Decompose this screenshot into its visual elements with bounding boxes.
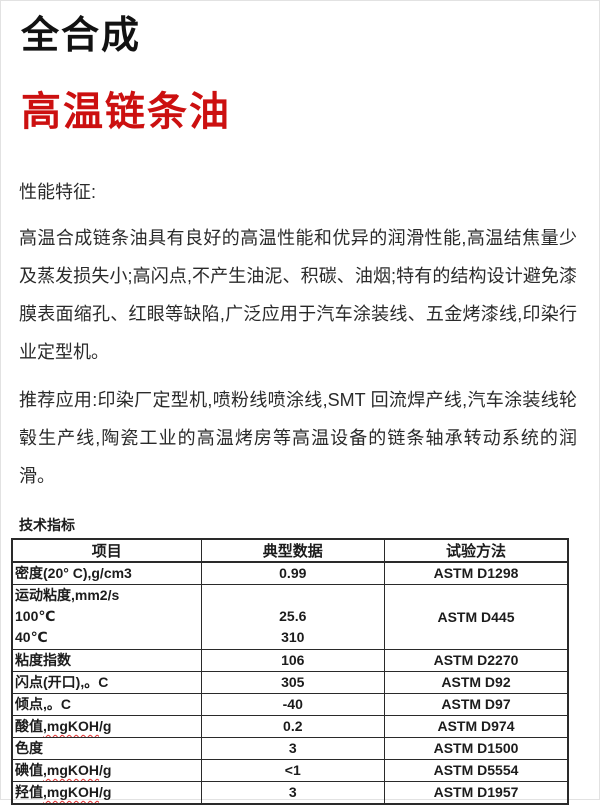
spec-method-cell: ASTM D92 <box>384 670 569 694</box>
spec-table-row: 运动粘度,mm2/s 100℃ 40℃ 25.6 310 ASTM D445 <box>11 583 569 650</box>
spec-value-cell: 0.99 <box>200 561 386 585</box>
spec-value-cell: -40 <box>200 692 386 716</box>
spec-table-row: 密度(20° C),g/cm3 0.99 ASTM D1298 <box>11 561 569 585</box>
spec-value-cell: <1 <box>200 758 386 782</box>
spec-table-row: 色度 3 ASTM D1500 <box>11 736 569 760</box>
spec-value-cell: 305 <box>200 670 386 694</box>
spec-item-cell: 羟值,mgKOH/g <box>11 780 202 804</box>
spec-table-row: 羟值,mgKOH/g 3 ASTM D1957 <box>11 780 569 804</box>
product-title-line1: 全合成 <box>21 15 142 57</box>
spec-item-cell: 粘度指数 <box>11 648 202 672</box>
spec-method-cell: ASTM D974 <box>384 714 569 738</box>
spec-table-body: 密度(20° C),g/cm3 0.99 ASTM D1298 运动粘度,mm2/s 1… <box>11 561 569 804</box>
spec-item-cell: 碘值,mgKOH/g <box>11 758 202 782</box>
applications-paragraph: 推荐应用:印染厂定型机,喷粉线喷涂线,SMT 回流焊产线,汽车涂装线轮毂生产线,… <box>19 389 578 486</box>
spec-method-cell: ASTM D445 <box>384 583 569 650</box>
spec-item-cell: 运动粘度,mm2/s 100℃ 40℃ <box>11 583 202 650</box>
spec-value-cell: 3 <box>200 780 386 804</box>
features-heading: 性能特征: <box>19 181 97 202</box>
spec-table-header-row: 项目 典型数据 试验方法 <box>11 538 569 563</box>
spec-method-cell: ASTM D97 <box>384 692 569 716</box>
spec-method-cell: ASTM D1500 <box>384 736 569 760</box>
spec-item-cell: 色度 <box>11 736 202 760</box>
spec-value-cell: 0.2 <box>200 714 386 738</box>
spec-table-row: 碘值,mgKOH/g <1 ASTM D5554 <box>11 758 569 782</box>
spec-value-cell: 3 <box>200 736 386 760</box>
spec-method-cell: ASTM D1957 <box>384 780 569 804</box>
spec-item-cell: 密度(20° C),g/cm3 <box>11 561 202 585</box>
spec-method-cell: ASTM D5554 <box>384 758 569 782</box>
spec-table: 项目 典型数据 试验方法 密度(20° C),g/cm3 0.99 ASTM D12… <box>11 537 569 805</box>
features-paragraph: 高温合成链条油具有良好的高温性能和优异的润滑性能,高温结焦量少及蒸发损失小;高闪… <box>19 227 577 362</box>
spec-table-row: 倾点,。C -40 ASTM D97 <box>11 692 569 716</box>
column-header-typical: 典型数据 <box>200 538 386 563</box>
column-header-method: 试验方法 <box>384 538 569 563</box>
spec-value-cell: 25.6 310 <box>200 583 386 650</box>
spec-table-row: 酸值,mgKOH/g 0.2 ASTM D974 <box>11 714 569 738</box>
spec-item-cell: 闪点(开口),。C <box>11 670 202 694</box>
spec-value-cell: 106 <box>200 648 386 672</box>
product-title-line2: 高温链条油 <box>21 89 231 134</box>
column-header-item: 项目 <box>11 538 202 563</box>
spec-table-row: 闪点(开口),。C 305 ASTM D92 <box>11 670 569 694</box>
spec-item-cell: 倾点,。C <box>11 692 202 716</box>
spec-method-cell: ASTM D1298 <box>384 561 569 585</box>
spec-method-cell: ASTM D2270 <box>384 648 569 672</box>
spec-table-row: 粘度指数 106 ASTM D2270 <box>11 648 569 672</box>
spec-item-cell: 酸值,mgKOH/g <box>11 714 202 738</box>
spec-table-heading: 技术指标 <box>19 516 75 533</box>
